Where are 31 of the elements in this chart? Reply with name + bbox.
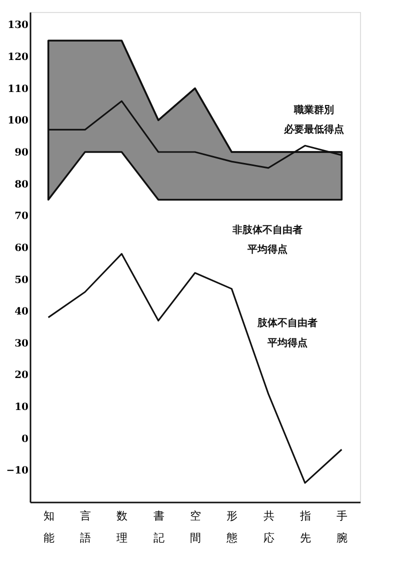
- x-tick-label: 書記: [153, 510, 164, 544]
- y-tick-label: 50: [14, 274, 29, 286]
- y-tick-label: 0: [22, 434, 29, 445]
- y-tick-label: 30: [14, 338, 29, 350]
- y-tick-label: 10: [14, 402, 29, 414]
- annotation: 平均得点: [266, 336, 308, 349]
- annotation: 職業群別: [292, 104, 334, 116]
- y-tick-label: −10: [6, 466, 29, 477]
- y-tick-label: 70: [14, 211, 29, 222]
- x-tick-label: 共応: [263, 510, 274, 544]
- x-tick-label: 数理: [116, 510, 128, 544]
- annotation: 肢体不自由者: [256, 317, 318, 330]
- y-tick-label: 110: [8, 84, 29, 95]
- annotation: 必要最低得点: [282, 124, 344, 136]
- x-tick-label: 知能: [43, 510, 54, 544]
- x-tick-label: 空間: [190, 510, 201, 544]
- y-tick-label: 80: [14, 179, 29, 190]
- y-tick-label: 90: [14, 148, 29, 158]
- x-tick-label: 手腕: [336, 510, 348, 544]
- y-tick-label: 120: [8, 52, 29, 64]
- line-series: [48, 253, 342, 484]
- x-tick-label: 指先: [299, 510, 311, 544]
- y-tick-label: 20: [14, 370, 29, 382]
- y-tick-label: 130: [8, 20, 29, 32]
- annotation: 非肢体不自由者: [232, 224, 303, 236]
- x-tick-label: 形態: [226, 510, 238, 544]
- y-tick-label: 60: [14, 242, 29, 254]
- annotation: 平均得点: [246, 244, 288, 256]
- y-tick-label: 100: [8, 116, 29, 127]
- x-tick-label: 言語: [80, 510, 91, 544]
- y-tick-label: 40: [14, 306, 29, 318]
